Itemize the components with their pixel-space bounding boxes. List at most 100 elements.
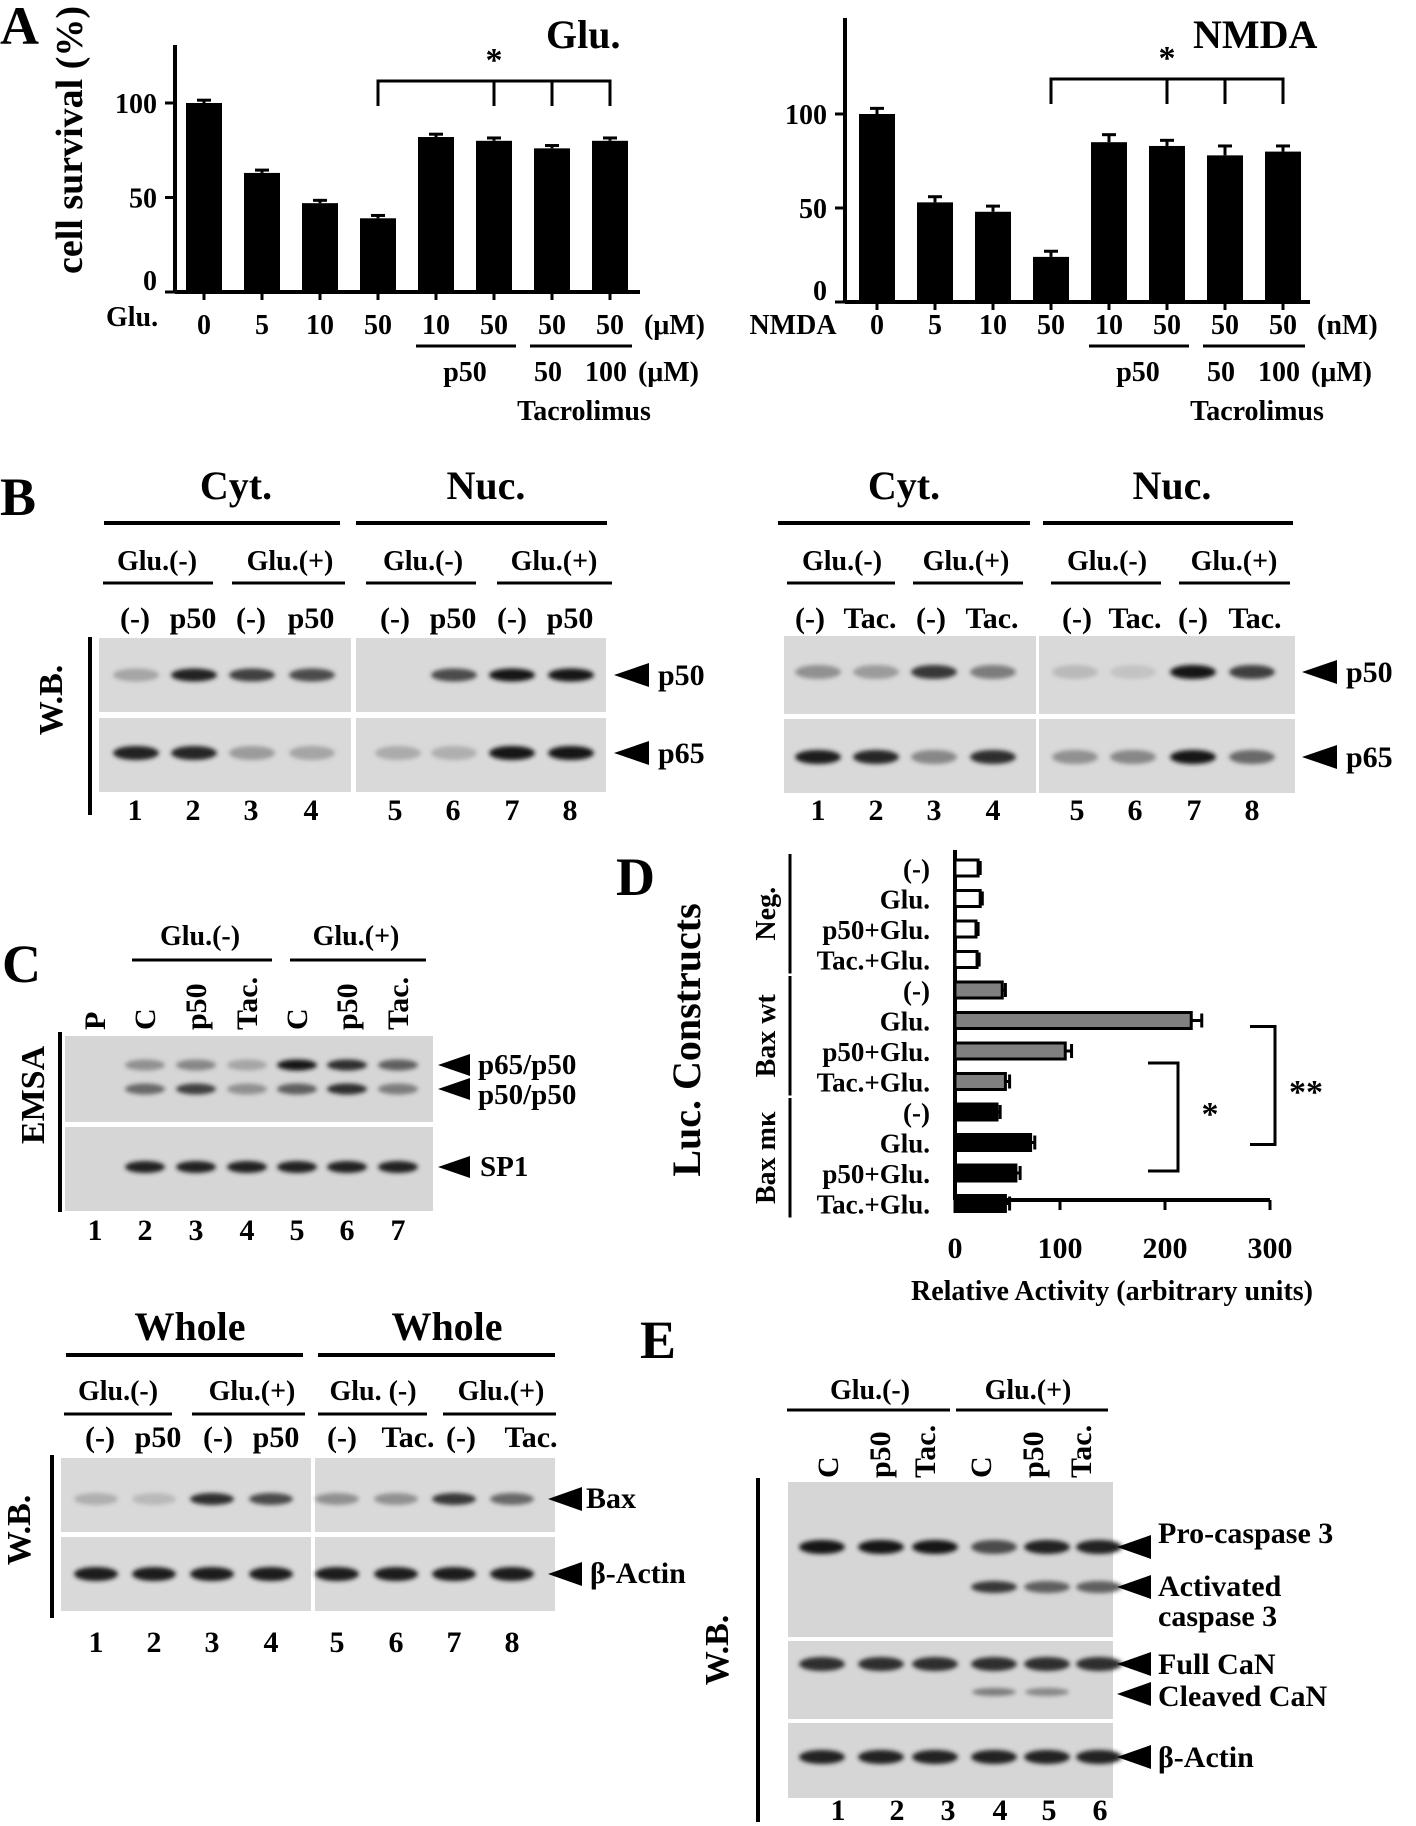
band-actin — [1024, 1750, 1070, 1764]
lane-label: 3 — [205, 1626, 220, 1659]
lane-header: p50 — [331, 983, 364, 1030]
chart-d-luciferase: 0 100 200 300 Relative Activity (arbitrary u… — [664, 850, 1323, 1307]
group-label: Neg. — [751, 887, 782, 941]
group-unit-label: (μM) — [1311, 357, 1372, 388]
bax-title-right: Whole — [391, 1304, 502, 1349]
lane-label: 5 — [1042, 1794, 1057, 1826]
bar — [534, 148, 570, 292]
band-p65 — [171, 746, 217, 760]
lane-label: 5 — [290, 1214, 305, 1247]
lane-label: (-) — [446, 1421, 476, 1454]
y-tick-label: 100 — [785, 100, 827, 131]
band-actin — [912, 1750, 958, 1764]
c-gel-top — [65, 1036, 433, 1122]
lane-label: 4 — [264, 1626, 279, 1659]
group-label-p50: p50 — [443, 357, 487, 388]
lane-label: 6 — [1093, 1794, 1108, 1826]
band-p65p50 — [277, 1059, 317, 1071]
band-full-can — [799, 1657, 845, 1671]
bar — [418, 137, 454, 292]
x-tick-label: 50 — [1037, 310, 1065, 341]
bar — [953, 1163, 1018, 1183]
band-p65p50 — [378, 1059, 418, 1071]
b-right-fraction-cyt: Cyt. — [868, 463, 940, 508]
bar — [953, 950, 979, 969]
lane-label: Tac. — [1228, 602, 1281, 635]
lane-label: 8 — [1245, 794, 1260, 827]
band-full-can — [912, 1657, 958, 1671]
panel-b-right: Cyt. Nuc. Glu.(-) Glu.(+) Glu.(-) Glu.(+… — [778, 463, 1393, 827]
lane-label: (-) — [380, 602, 410, 635]
band-p50 — [431, 668, 477, 682]
band-procaspase — [1076, 1540, 1122, 1554]
b-right-cond: Glu.(-) — [1067, 546, 1147, 577]
band-procaspase — [799, 1540, 845, 1554]
lane-label: 1 — [88, 1214, 103, 1247]
b-right-band-label-p65: p65 — [1346, 741, 1393, 774]
y-axis-label: cell survival (%) — [49, 6, 91, 274]
bar — [953, 1102, 999, 1122]
band-p50 — [853, 665, 899, 679]
lane-label: (-) — [795, 602, 825, 635]
b-left-cond: Glu.(+) — [247, 546, 334, 577]
band-sp1 — [125, 1161, 165, 1173]
band-procaspase — [971, 1540, 1017, 1554]
band-p65 — [1052, 750, 1098, 764]
e-bands — [799, 1540, 1122, 1764]
band-sp1 — [277, 1161, 317, 1173]
group-conc-label: 50 — [534, 357, 562, 388]
x-axis-label: Relative Activity (arbitrary units) — [911, 1276, 1313, 1307]
panel-letter-c: C — [2, 934, 41, 994]
arrow-icon — [1117, 1575, 1151, 1599]
bar — [953, 1194, 1007, 1213]
band-p65 — [289, 746, 335, 760]
c-bands — [125, 1059, 418, 1173]
row-label: Glu. — [880, 1007, 930, 1037]
lane-label: 3 — [189, 1214, 204, 1247]
bar — [592, 140, 628, 292]
lane-label: (-) — [120, 602, 150, 635]
band-procaspase — [1024, 1540, 1070, 1554]
significance-star: * — [486, 42, 503, 79]
bax-band-label: Bax — [586, 1482, 636, 1515]
band-p65 — [229, 746, 275, 760]
x-tick-label: 50 — [538, 310, 566, 341]
arrow-icon — [614, 741, 649, 765]
tacrolimus-label: Tacrolimus — [1190, 396, 1324, 427]
band-actin — [190, 1567, 234, 1581]
lane-label: 2 — [138, 1214, 153, 1247]
y-tick-label: 0 — [813, 276, 827, 307]
lane-label: 1 — [831, 1794, 846, 1826]
x-unit-label: (μM) — [644, 310, 705, 341]
significance-star: ** — [1289, 1074, 1323, 1111]
band-full-can — [1024, 1657, 1070, 1671]
row-label: p50+Glu. — [822, 915, 930, 945]
band-bax — [74, 1493, 118, 1505]
band-bax — [374, 1493, 418, 1505]
band-actin — [315, 1567, 359, 1581]
band-procaspase — [912, 1540, 958, 1554]
lane-label: 3 — [244, 794, 259, 827]
lane-header: p50 — [864, 1431, 897, 1478]
lane-label: Tac. — [965, 602, 1018, 635]
band-actin — [1076, 1750, 1122, 1764]
band-p50p50 — [125, 1083, 165, 1095]
lane-header: Tac. — [382, 977, 415, 1030]
x-unit-label: (nM) — [1317, 310, 1378, 341]
lane-label: 8 — [563, 794, 578, 827]
chart-a-glutamate: 0 50 100 0 5 10 50 10 50 50 50 Glu. (μM) p50 50 100 (μM)… — [49, 6, 705, 427]
band-bax — [132, 1493, 176, 1505]
bar — [360, 218, 396, 292]
significance-bracket — [1250, 1025, 1277, 1146]
band-p50 — [1110, 665, 1156, 679]
row-label: (-) — [903, 1098, 930, 1128]
panel-letter-e: E — [640, 1310, 676, 1370]
c-cond: Glu.(-) — [160, 921, 240, 952]
lane-label: 7 — [505, 794, 520, 827]
band-full-can — [971, 1657, 1017, 1671]
band-p65 — [970, 750, 1016, 764]
row-label: (-) — [903, 854, 930, 884]
arrow-icon — [1117, 1652, 1151, 1676]
